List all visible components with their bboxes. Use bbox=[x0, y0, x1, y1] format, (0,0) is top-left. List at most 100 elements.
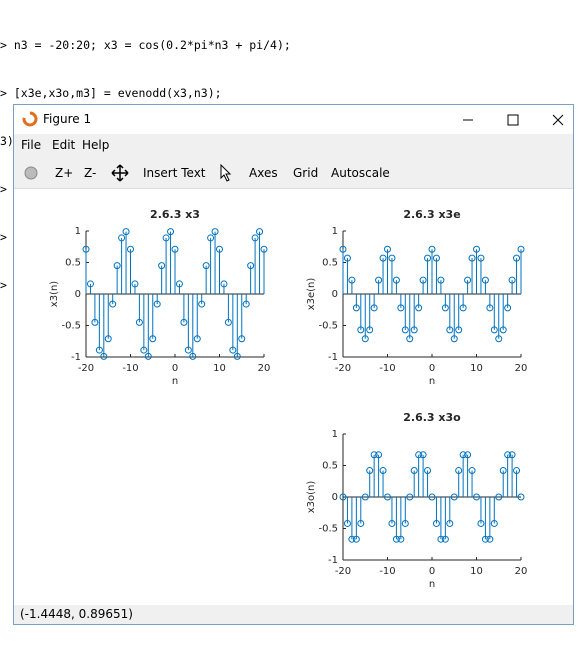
stem-marker bbox=[100, 352, 108, 360]
stem bbox=[370, 294, 378, 312]
stem bbox=[375, 276, 383, 294]
stem bbox=[379, 254, 387, 294]
stem-marker bbox=[392, 535, 400, 543]
pan-tool[interactable] bbox=[111, 164, 129, 182]
maximize[interactable] bbox=[507, 114, 519, 126]
y-axis-label: x3e(n) bbox=[306, 278, 317, 311]
x-tick-label: 20 bbox=[515, 566, 528, 577]
stem bbox=[428, 493, 436, 501]
stem bbox=[481, 276, 489, 294]
stem bbox=[220, 280, 228, 294]
tool-button[interactable]: Z+ bbox=[55, 166, 74, 180]
stem bbox=[424, 467, 432, 497]
tool-button[interactable]: Z- bbox=[84, 166, 97, 180]
window-title: Figure 1 bbox=[43, 112, 92, 126]
figure-window: Figure 1 File Edit Help Z+ Z- Insert Tex… bbox=[13, 104, 574, 625]
stem bbox=[122, 228, 130, 294]
menu-item[interactable]: Edit bbox=[52, 138, 76, 152]
tool-button[interactable]: Insert Text bbox=[143, 166, 206, 180]
stem bbox=[104, 294, 112, 343]
stem-marker bbox=[379, 254, 387, 262]
x-tick-label: -10 bbox=[379, 363, 395, 374]
tool-button[interactable]: Autoscale bbox=[331, 166, 390, 180]
stem-marker bbox=[495, 335, 503, 343]
stem bbox=[459, 294, 467, 312]
stem-marker bbox=[366, 326, 374, 334]
menu-item[interactable]: File bbox=[21, 138, 42, 152]
stem-marker bbox=[415, 304, 423, 312]
stem bbox=[167, 228, 175, 294]
window-controls[interactable] bbox=[453, 105, 573, 134]
stem bbox=[495, 493, 503, 501]
stem bbox=[113, 262, 121, 294]
y-tick-label: 1 bbox=[332, 226, 338, 237]
stem bbox=[415, 294, 423, 312]
stem bbox=[481, 497, 489, 543]
stem-marker bbox=[162, 234, 170, 242]
stem bbox=[216, 245, 223, 294]
stem bbox=[238, 294, 246, 343]
stem bbox=[180, 294, 188, 326]
stem-marker bbox=[198, 300, 206, 308]
close[interactable] bbox=[552, 114, 564, 126]
y-tick-label: 1 bbox=[332, 429, 338, 440]
stem-marker bbox=[450, 335, 458, 343]
stem bbox=[410, 294, 418, 334]
stem bbox=[477, 254, 485, 294]
status-bar: (-1.4448, 0.89651) bbox=[14, 605, 573, 624]
rotate-tool[interactable] bbox=[23, 165, 39, 181]
stem bbox=[410, 467, 418, 497]
stem bbox=[441, 294, 449, 312]
stem bbox=[144, 294, 152, 360]
stem bbox=[459, 451, 467, 497]
stem-marker bbox=[446, 519, 454, 527]
stem-marker bbox=[384, 245, 391, 253]
stem bbox=[499, 294, 507, 334]
stem-marker bbox=[220, 280, 228, 288]
stem-marker bbox=[91, 318, 99, 326]
stem-marker bbox=[118, 234, 126, 242]
select-tool[interactable] bbox=[219, 164, 233, 182]
stem bbox=[375, 451, 383, 497]
stem bbox=[211, 228, 219, 294]
app-icon bbox=[22, 111, 38, 127]
stem-marker bbox=[104, 335, 112, 343]
stem bbox=[508, 451, 516, 497]
chart-title: 2.6.3 x3o bbox=[403, 411, 461, 424]
stem-marker bbox=[401, 326, 409, 334]
y-tick-label: -1 bbox=[328, 555, 338, 566]
stem-marker bbox=[410, 467, 418, 475]
stem bbox=[189, 294, 197, 360]
subplot: 2.6.3 x3e n x3e(n) -20 -10 0 10 20 -1 -0.5 0 0.5 1 bbox=[306, 208, 527, 387]
stem bbox=[450, 493, 458, 501]
stem-marker bbox=[508, 451, 516, 459]
stem-marker bbox=[361, 493, 369, 501]
x-tick-label: 20 bbox=[258, 363, 271, 374]
stem bbox=[419, 276, 427, 294]
stem bbox=[184, 294, 192, 354]
stem-marker bbox=[95, 346, 103, 354]
stem-marker bbox=[388, 254, 396, 262]
stem bbox=[348, 497, 356, 543]
stem-marker bbox=[481, 535, 489, 543]
stem bbox=[251, 234, 259, 294]
stem-marker bbox=[468, 467, 476, 475]
y-tick-label: 0 bbox=[332, 289, 338, 300]
stem-marker bbox=[424, 467, 432, 475]
stem bbox=[419, 451, 427, 497]
tool-button[interactable]: Axes bbox=[249, 166, 278, 180]
stem-marker bbox=[149, 335, 157, 343]
stem bbox=[490, 497, 498, 527]
stem bbox=[392, 276, 400, 294]
stem bbox=[517, 245, 525, 294]
stem bbox=[149, 294, 157, 343]
stem bbox=[260, 245, 268, 294]
stem-marker bbox=[153, 300, 161, 308]
stem-marker bbox=[202, 262, 210, 270]
plot-area bbox=[14, 189, 573, 605]
stem bbox=[486, 294, 494, 312]
stem bbox=[118, 234, 126, 294]
stem bbox=[175, 280, 183, 294]
menu-item[interactable]: Help bbox=[82, 138, 110, 152]
tool-button[interactable]: Grid bbox=[293, 166, 319, 180]
